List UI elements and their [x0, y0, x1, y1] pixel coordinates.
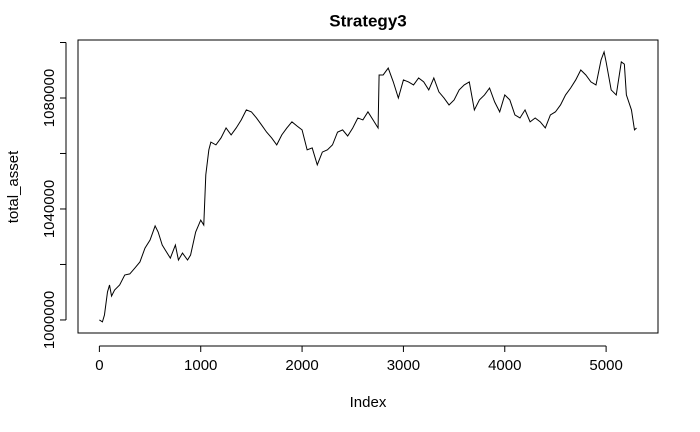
x-tick-label: 4000 — [488, 357, 521, 374]
y-tick-label: 1000000 — [41, 291, 58, 349]
y-tick-label: 1040000 — [41, 180, 58, 238]
x-axis-label: Index — [350, 394, 387, 411]
y-axis-label: total_asset — [5, 150, 22, 223]
x-tick-label: 3000 — [387, 357, 420, 374]
chart-title: Strategy3 — [329, 11, 406, 30]
x-tick-label: 2000 — [285, 357, 318, 374]
x-tick-label: 0 — [95, 357, 103, 374]
x-tick-label: 5000 — [589, 357, 622, 374]
x-tick-label: 1000 — [184, 357, 217, 374]
y-tick-label: 1080000 — [41, 69, 58, 127]
series-line — [99, 50, 637, 323]
plot-frame — [77, 39, 659, 334]
